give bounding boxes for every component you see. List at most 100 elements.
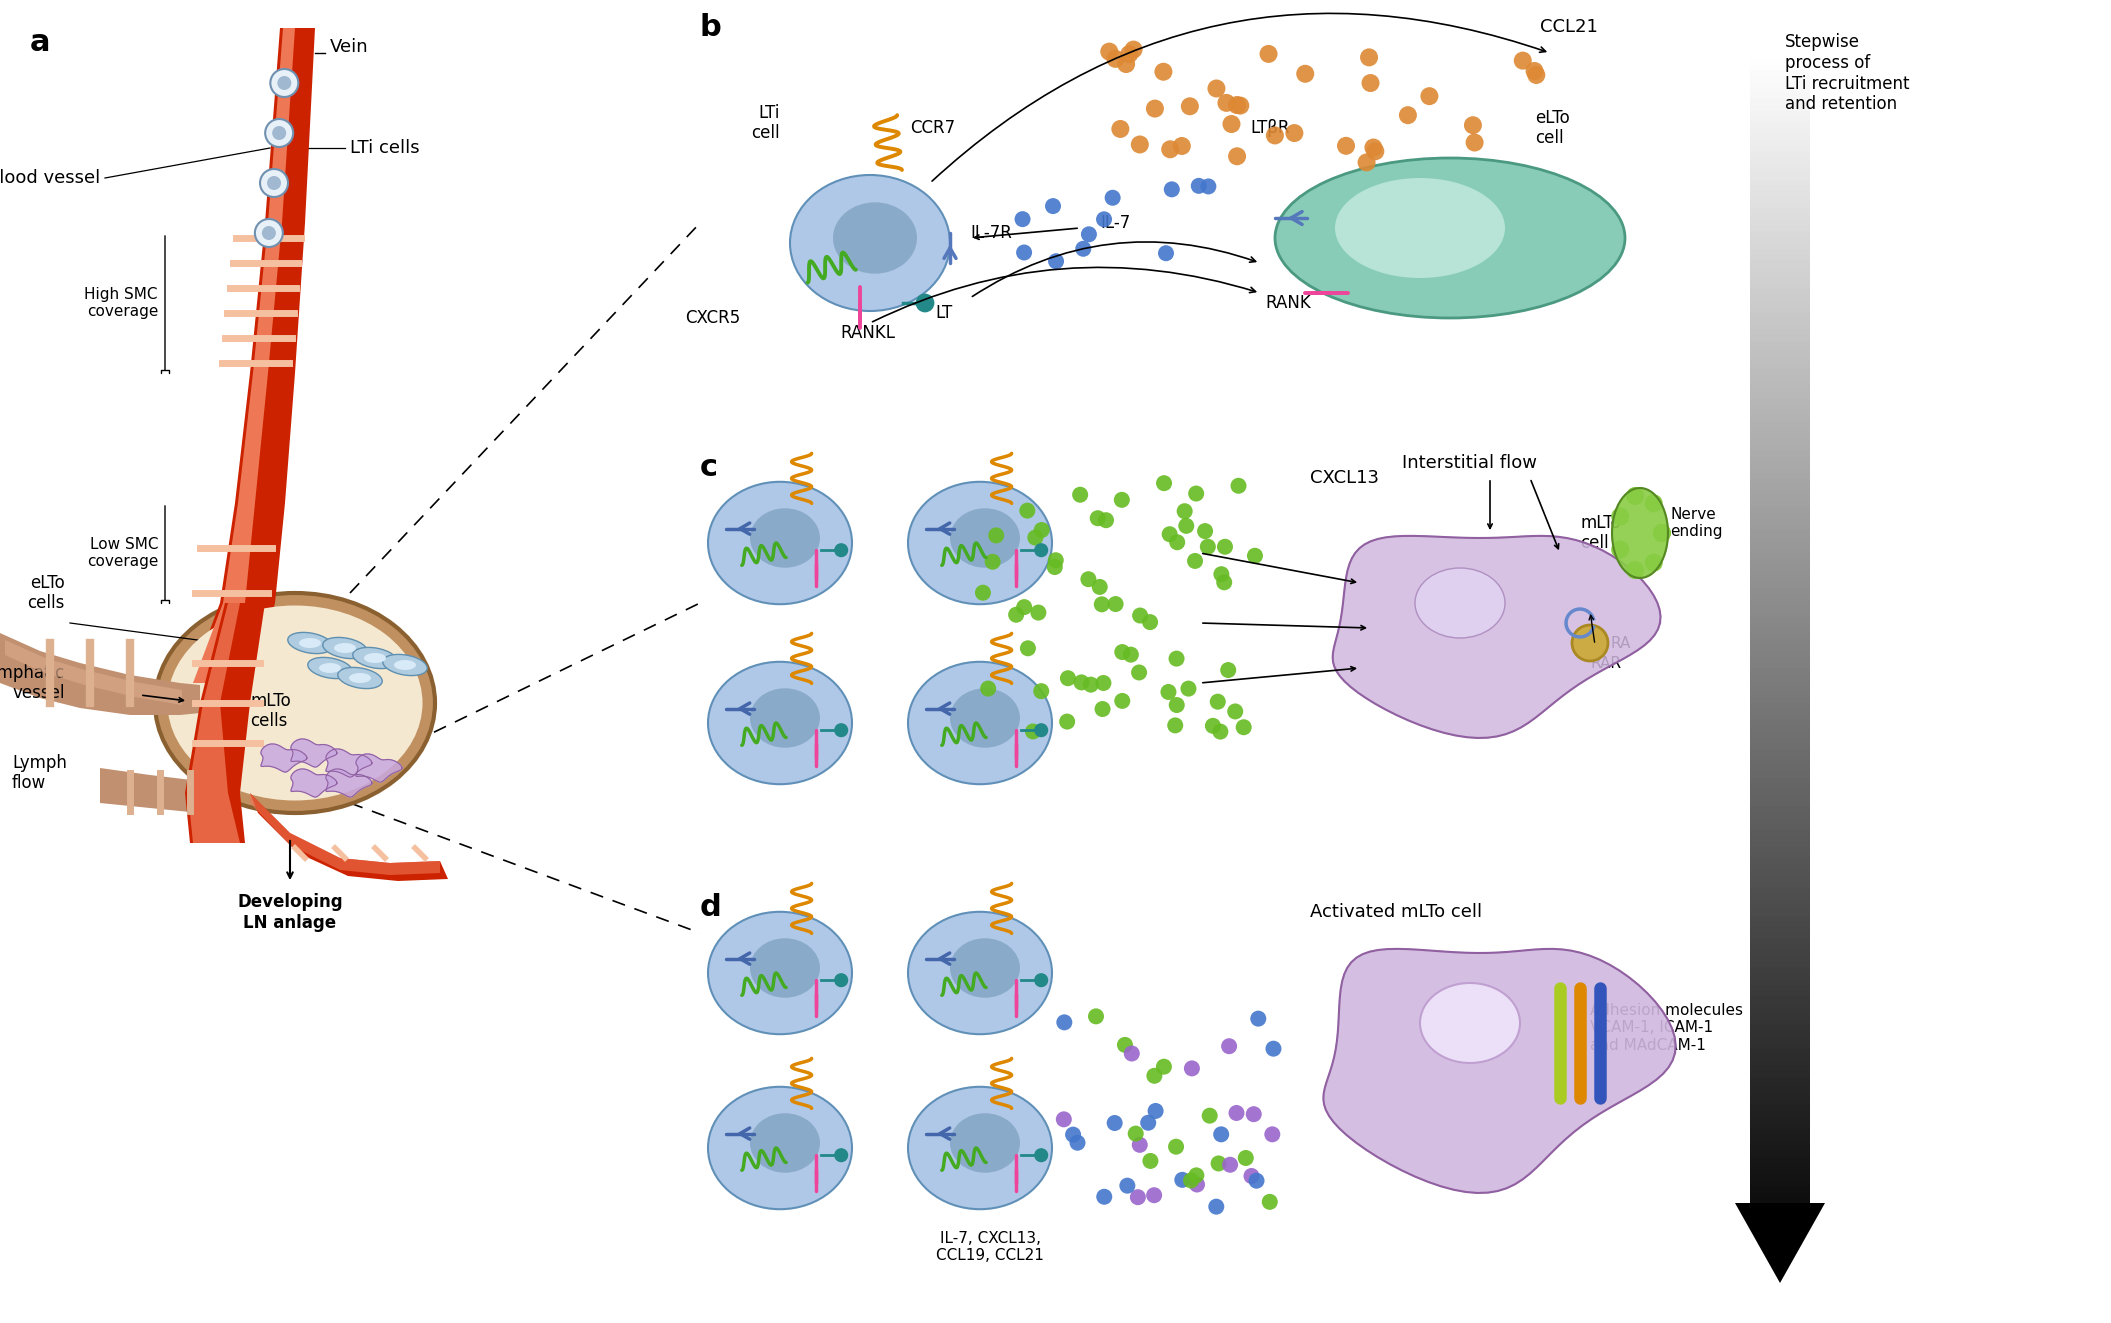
Bar (1750, 812, 1809, 818)
Bar (1750, 364, 1809, 369)
Ellipse shape (382, 655, 426, 676)
Bar (1750, 410, 1809, 415)
Bar (1750, 507, 1809, 513)
Text: mLTo
cells: mLTo cells (249, 692, 291, 730)
Circle shape (836, 724, 847, 736)
Bar (1750, 249, 1809, 254)
Bar (1750, 910, 1809, 916)
Circle shape (260, 169, 287, 197)
Text: mLTo
cell: mLTo cell (1579, 513, 1621, 553)
Text: LTi cells: LTi cells (350, 139, 420, 157)
Bar (1750, 295, 1809, 300)
Bar (1750, 513, 1809, 519)
Bar (1750, 651, 1809, 656)
Circle shape (1015, 599, 1032, 615)
Circle shape (1087, 1008, 1104, 1024)
Circle shape (1207, 1199, 1224, 1215)
Circle shape (1161, 527, 1178, 542)
Circle shape (984, 554, 1001, 570)
Bar (1750, 1134, 1809, 1139)
Bar (1750, 1082, 1809, 1088)
Bar (1750, 714, 1809, 720)
Ellipse shape (353, 647, 397, 668)
Bar (1750, 1111, 1809, 1117)
Bar (1750, 156, 1809, 163)
Bar (1750, 1197, 1809, 1203)
Bar (1750, 496, 1809, 501)
Ellipse shape (308, 658, 353, 679)
Circle shape (1218, 94, 1235, 112)
Bar (1750, 783, 1809, 789)
Ellipse shape (908, 1086, 1051, 1209)
Bar (1750, 1031, 1809, 1036)
Bar (1750, 656, 1809, 663)
Text: RAR: RAR (1590, 655, 1621, 671)
Circle shape (255, 220, 283, 247)
Ellipse shape (154, 593, 435, 814)
Bar (1750, 840, 1809, 847)
Bar (1750, 288, 1809, 295)
Bar (1750, 433, 1809, 438)
Circle shape (1127, 1126, 1144, 1142)
Bar (1750, 75, 1809, 82)
Circle shape (1214, 1126, 1229, 1142)
Bar (1750, 501, 1809, 507)
Bar (1750, 634, 1809, 639)
Bar (1750, 972, 1809, 979)
Circle shape (1096, 675, 1110, 691)
Bar (1750, 146, 1809, 151)
Bar (1750, 617, 1809, 622)
Bar (1750, 541, 1809, 548)
Bar (1750, 904, 1809, 910)
Circle shape (1034, 1150, 1047, 1162)
Bar (1750, 519, 1809, 524)
Bar (1750, 185, 1809, 191)
Bar (1750, 709, 1809, 714)
Bar (1750, 898, 1809, 904)
Bar (1750, 1175, 1809, 1180)
Bar (1750, 800, 1809, 806)
Polygon shape (249, 792, 439, 875)
Ellipse shape (338, 667, 382, 688)
Circle shape (1174, 1172, 1191, 1188)
Circle shape (1161, 140, 1180, 159)
Bar (1750, 1168, 1809, 1175)
Text: c: c (701, 452, 718, 482)
Text: Blood vessel: Blood vessel (0, 169, 99, 187)
Ellipse shape (1275, 157, 1625, 318)
Circle shape (1129, 1189, 1146, 1205)
Bar (1750, 340, 1809, 347)
Bar (1750, 823, 1809, 830)
Bar (1750, 1088, 1809, 1094)
Bar (1750, 445, 1809, 450)
Circle shape (1034, 974, 1047, 986)
Circle shape (1119, 1177, 1136, 1193)
Circle shape (1214, 566, 1229, 582)
Polygon shape (357, 754, 401, 782)
Ellipse shape (950, 938, 1020, 998)
Circle shape (1231, 97, 1250, 115)
Circle shape (266, 176, 281, 191)
Circle shape (1201, 179, 1216, 194)
Circle shape (1081, 572, 1096, 587)
Bar (1750, 128, 1809, 134)
Bar (1750, 881, 1809, 886)
Bar (1750, 139, 1809, 146)
Polygon shape (99, 767, 230, 815)
Bar (1750, 300, 1809, 306)
Bar (1750, 639, 1809, 646)
Circle shape (1034, 544, 1047, 556)
Bar (1750, 163, 1809, 168)
Circle shape (1174, 138, 1191, 155)
Circle shape (1216, 574, 1233, 590)
Bar (1750, 202, 1809, 208)
Circle shape (1463, 116, 1482, 134)
Bar (1750, 484, 1809, 490)
Bar (1750, 438, 1809, 445)
Bar (1750, 1002, 1809, 1008)
Circle shape (1125, 41, 1142, 58)
Bar (1750, 720, 1809, 726)
Circle shape (1235, 720, 1252, 736)
Circle shape (1142, 614, 1159, 630)
Polygon shape (192, 28, 296, 683)
